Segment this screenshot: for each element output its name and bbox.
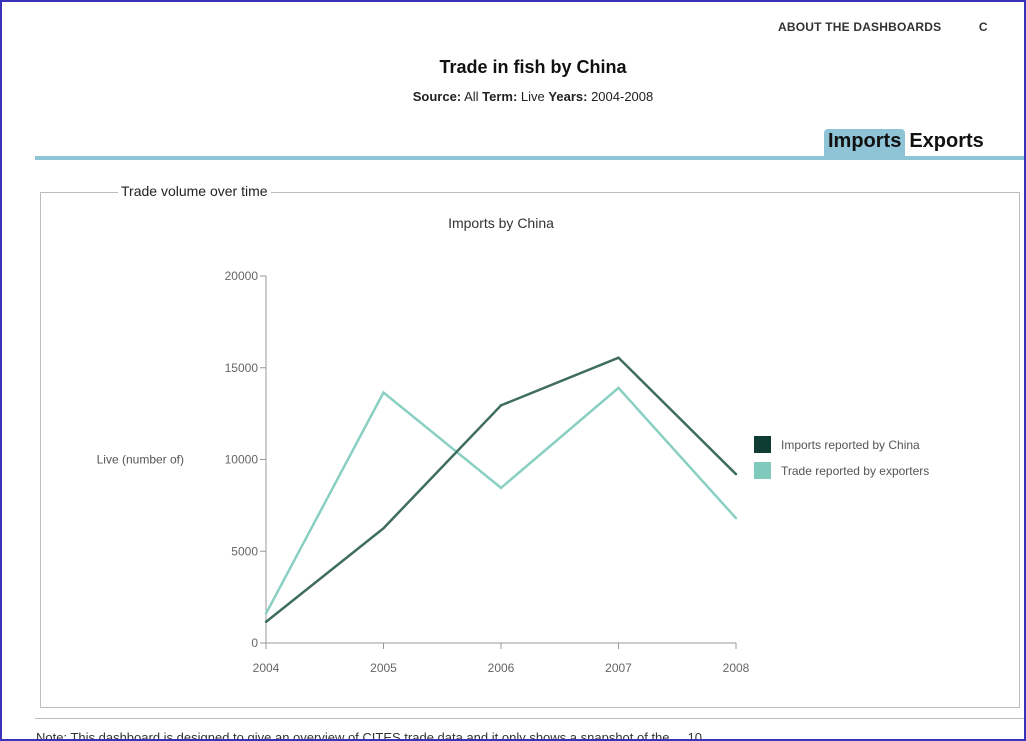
series-0-point-2: [499, 404, 503, 407]
legend-label-1: Trade reported by exporters: [781, 464, 929, 478]
x-tick-label-1: 2005: [370, 661, 397, 675]
series-1-point-3: [617, 386, 620, 390]
y-tick-label-2: 10000: [225, 453, 259, 467]
tab-bar: Imports Exports: [824, 129, 988, 156]
nav-about-dashboards[interactable]: ABOUT THE DASHBOARDS: [778, 20, 942, 34]
x-tick-label-4: 2008: [723, 661, 750, 675]
series-0-point-0: [264, 620, 268, 624]
tab-rule: [35, 156, 1024, 160]
series-1-point-1: [382, 391, 385, 394]
series-0-point-4: [734, 472, 738, 476]
series-line-1: [264, 386, 737, 615]
panel-label: Trade volume over time: [118, 183, 271, 199]
footer-note: Note: This dashboard is designed to give…: [36, 730, 703, 741]
y-tick-label-1: 5000: [231, 544, 258, 558]
y-axis-label: Live (number of): [97, 453, 184, 467]
y-tick-label-4: 20000: [225, 269, 259, 283]
legend-swatch-0: [754, 436, 771, 453]
chart-panel: [40, 192, 1020, 708]
series-1-point-0: [264, 612, 268, 615]
years-label: Years:: [548, 89, 588, 104]
legend-swatch-1: [754, 462, 771, 479]
y-tick-label-0: 0: [251, 636, 258, 650]
x-tick-label-0: 2004: [253, 661, 280, 675]
series-line-0: [265, 356, 737, 623]
series-0-point-3: [617, 356, 620, 359]
page-subtitle: Source: All Term: Live Years: 2004-2008: [2, 89, 1024, 104]
legend-label-0: Imports reported by China: [781, 438, 920, 452]
series-1-point-2: [499, 486, 503, 490]
chart-title: Imports by China: [448, 215, 554, 231]
page-title: Trade in fish by China: [439, 57, 627, 77]
x-tick-label-2: 2006: [488, 661, 515, 675]
source-value: All: [464, 89, 479, 104]
x-tick-label-3: 2007: [605, 661, 632, 675]
nav-item-truncated[interactable]: C: [978, 20, 988, 34]
tab-exports[interactable]: Exports: [909, 130, 984, 152]
term-label: Term:: [482, 89, 518, 104]
y-tick-label-3: 15000: [225, 361, 259, 375]
term-value: Live: [520, 89, 545, 104]
source-label: Source:: [412, 89, 462, 104]
top-nav: ABOUT THE DASHBOARDS C: [778, 20, 1022, 34]
tab-imports[interactable]: Imports: [824, 129, 906, 156]
series-0-point-1: [382, 527, 385, 530]
years-value: 2004-2008: [591, 89, 654, 104]
series-1-point-4: [734, 517, 738, 520]
bottom-rule: [35, 718, 1024, 719]
